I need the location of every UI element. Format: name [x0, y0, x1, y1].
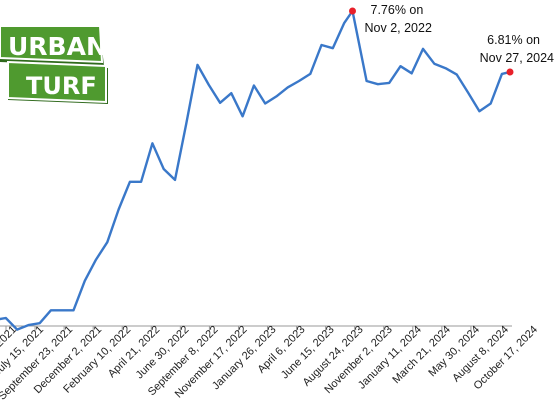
annotation-marker	[349, 7, 356, 15]
annotation-markers	[349, 7, 514, 76]
x-axis-ticks	[5, 326, 472, 331]
annotation-date-label: Nov 27, 2024	[480, 51, 554, 65]
annotation-value-label: 6.81% on	[487, 33, 540, 47]
annotation-marker	[506, 68, 514, 76]
annotation-value-label: 7.76% on	[371, 3, 424, 17]
series-line	[0, 9, 511, 331]
logo-sign-top	[0, 25, 104, 64]
logo-text-turf: TURF	[26, 72, 97, 100]
logo-sign-bottom	[7, 60, 107, 104]
annotation-date-label: Nov 2, 2022	[365, 21, 432, 35]
logo-text-urban: URBAN	[8, 32, 107, 61]
annotations: 7.76% on Nov 2, 2022 6.81% on Nov 27, 2024	[365, 3, 555, 65]
urban-turf-logo: URBAN TURF	[0, 25, 108, 104]
